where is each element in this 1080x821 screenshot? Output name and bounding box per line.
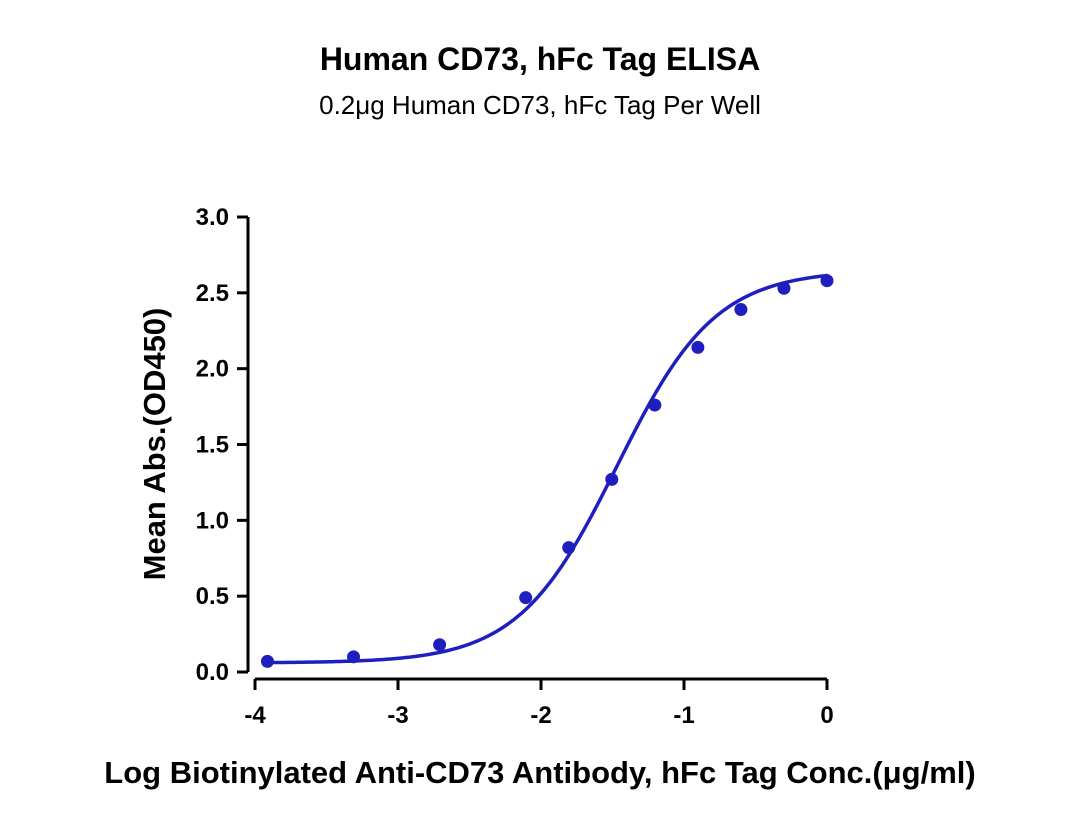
x-axis-label: Log Biotinylated Anti-CD73 Antibody, hFc… [104,755,975,790]
y-tick-label: 1.5 [196,432,229,459]
data-point [820,274,834,288]
chart-subtitle: 0.2μg Human CD73, hFc Tag Per Well [319,90,761,120]
data-point [777,281,791,295]
data-point [260,654,274,668]
data-point [691,340,705,354]
x-tick-label: -1 [673,702,694,729]
chart-title: Human CD73, hFc Tag ELISA [320,41,760,77]
x-tick-label: -2 [530,702,551,729]
data-point [347,650,361,664]
fit-curve [265,273,829,665]
y-tick-label: 0.5 [196,583,229,610]
data-point [648,398,662,412]
fit-curve-layer [265,273,829,665]
y-tick-label: 1.0 [196,507,229,534]
data-point [605,472,619,486]
y-tick-label: 2.5 [196,280,229,307]
y-tick-label: 0.0 [196,659,229,686]
data-points-layer [260,274,834,668]
x-tick-label: -3 [387,702,408,729]
x-tick-label: -4 [244,702,266,729]
data-point [734,303,748,317]
data-point [562,541,576,555]
y-axis-label: Mean Abs.(OD450) [137,308,172,581]
y-tick-label: 2.0 [196,356,229,383]
data-point [519,591,533,605]
data-point [433,638,447,652]
axes: 0.0 0.5 1.0 1.5 2.0 2.5 3.0 -4 -3 -2 -1 0 [196,204,834,729]
y-tick-label: 3.0 [196,204,229,231]
x-tick-label: 0 [820,702,833,729]
